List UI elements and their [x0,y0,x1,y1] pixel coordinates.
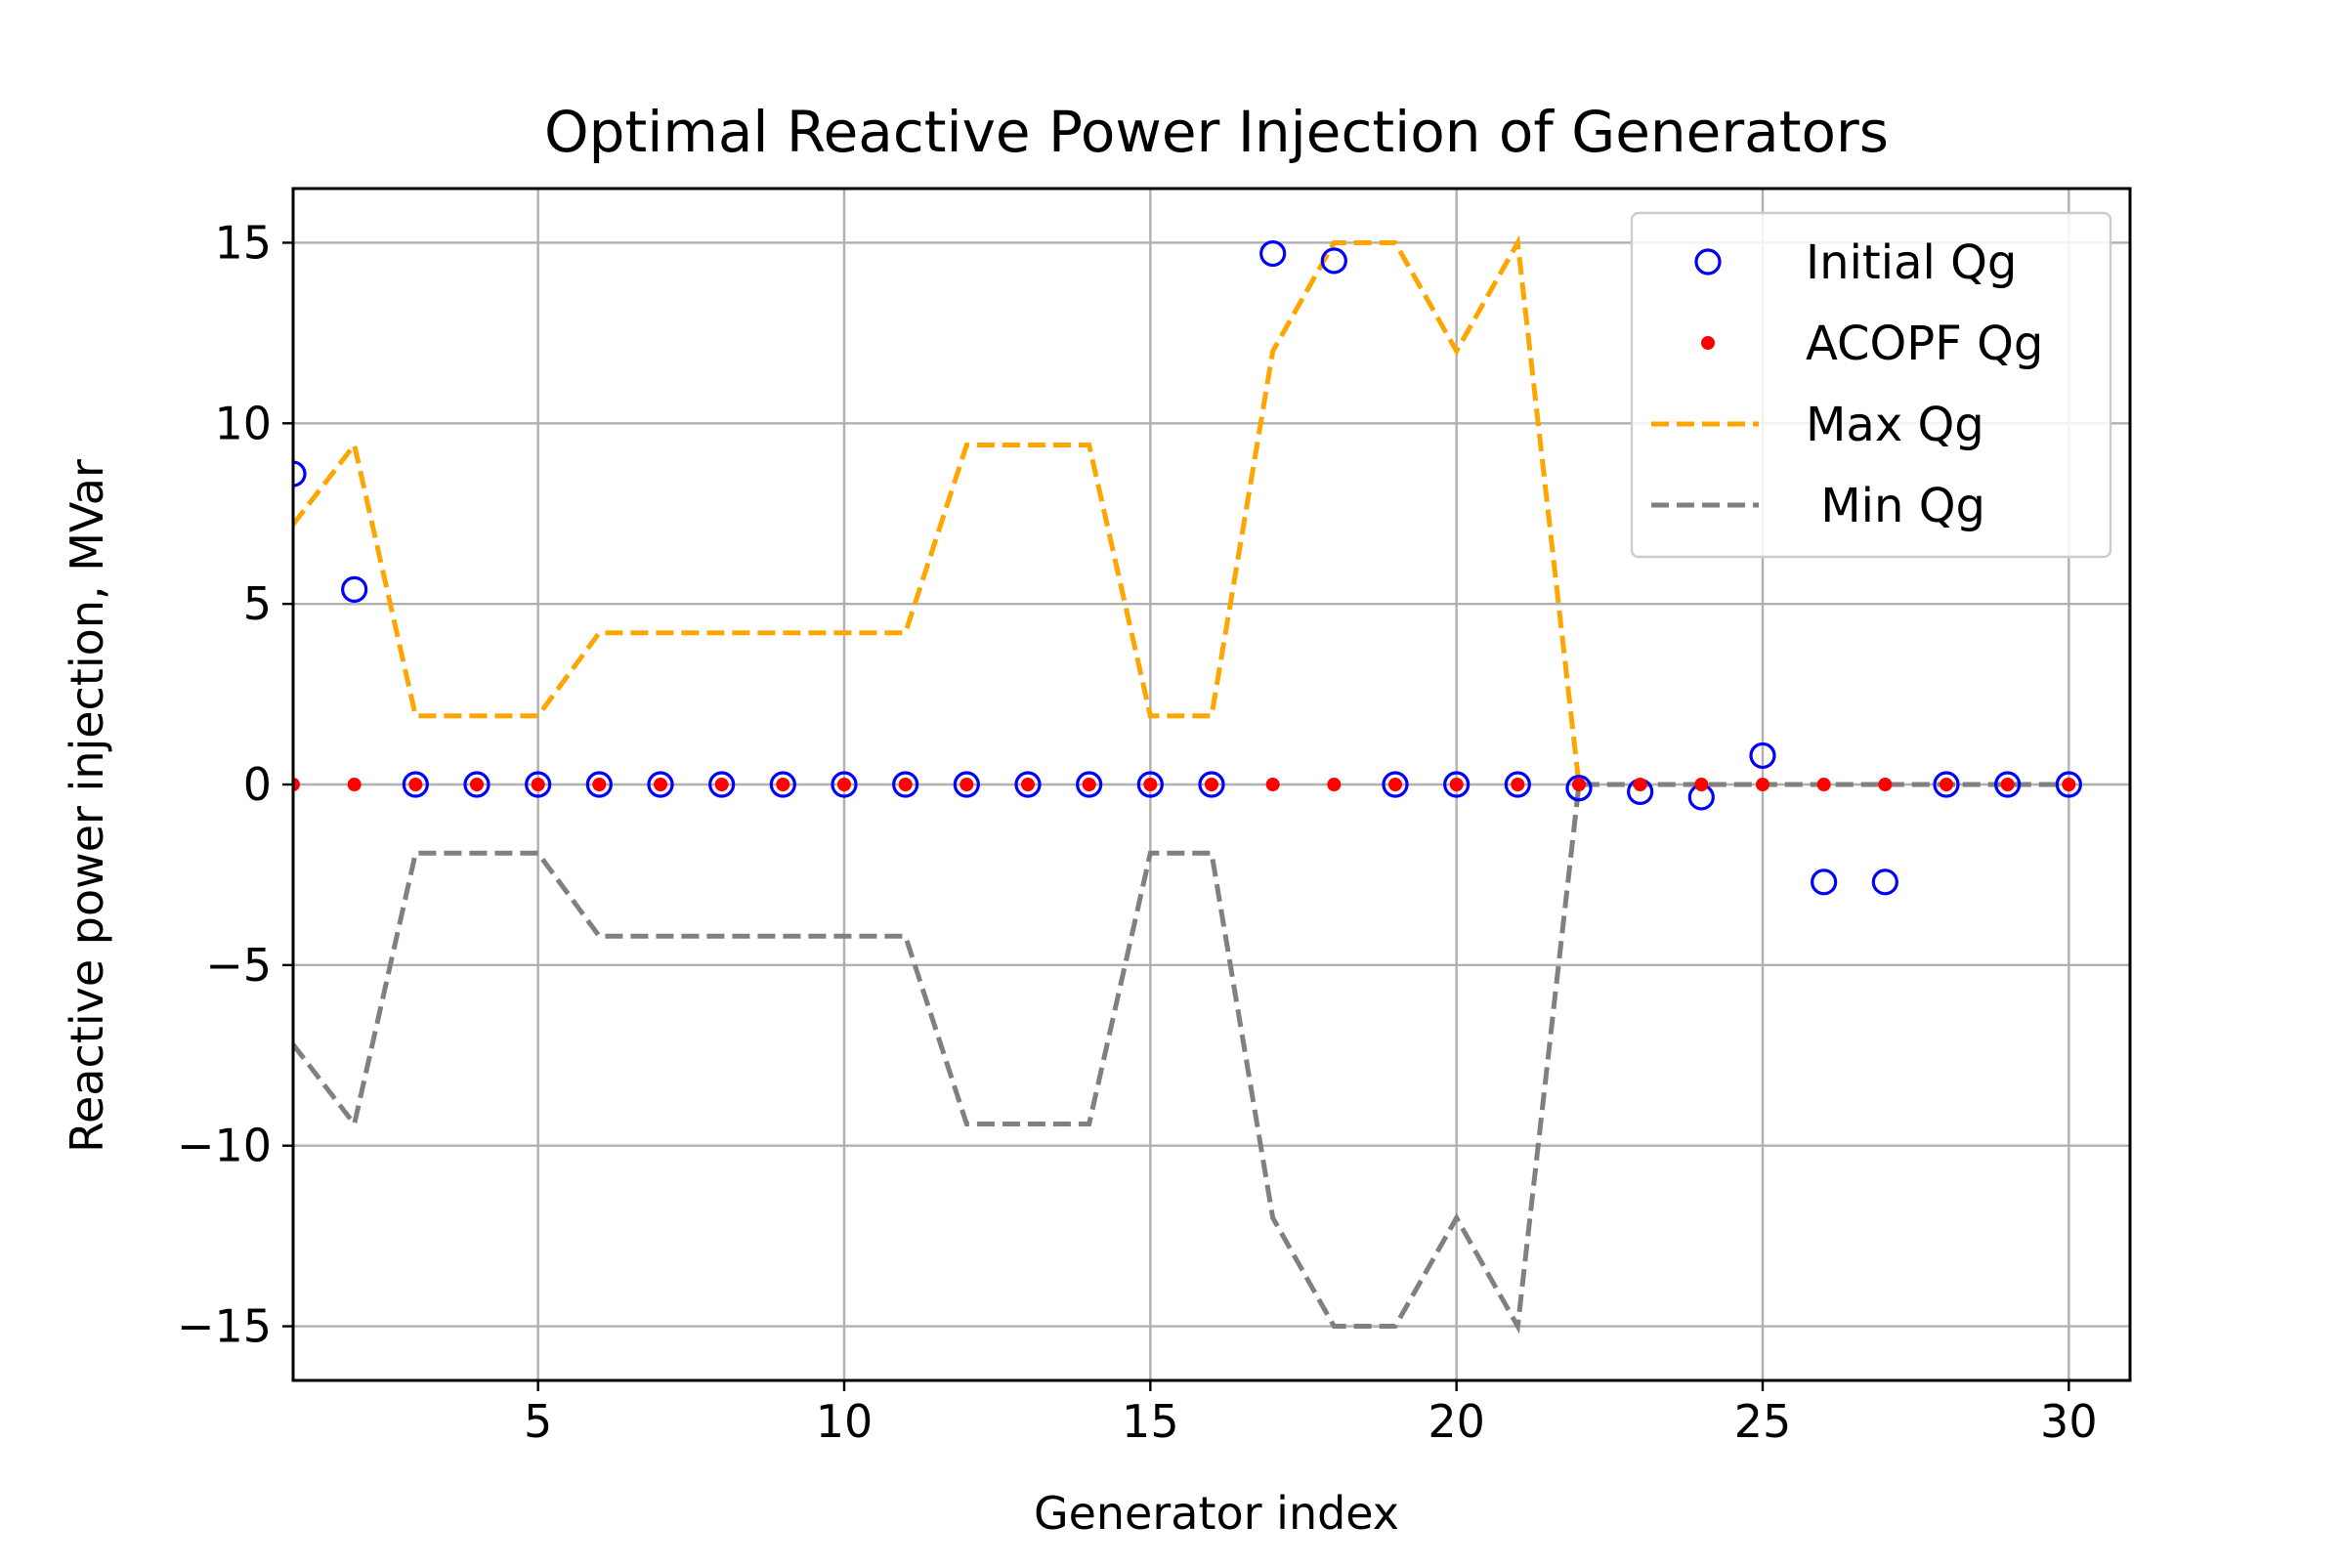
point-initial-qg [1014,771,1042,798]
point-acopf-qg [293,778,300,791]
x-tick-label: 10 [816,1395,874,1448]
point-acopf-qg [470,778,484,791]
point-acopf-qg [1082,778,1096,791]
y-tick-label: 5 [243,577,272,630]
point-acopf-qg [1816,778,1831,791]
point-acopf-qg [1940,778,1953,791]
x-tick-label: 15 [1122,1395,1179,1448]
point-initial-qg [1749,742,1776,770]
y-tick-label: −10 [177,1120,272,1172]
point-initial-qg [1382,771,1409,798]
point-initial-qg [1198,771,1225,798]
point-acopf-qg [1633,778,1647,791]
point-initial-qg [585,771,613,798]
point-acopf-qg [714,778,729,791]
point-initial-qg [831,771,858,798]
point-acopf-qg [776,778,790,791]
x-tick-label: 20 [1428,1395,1485,1448]
ticks: 5 10 15 20 25 30 −15 −10 −5 0 5 10 15 [177,216,2098,1448]
series-line-min-qg [293,782,2069,1335]
point-initial-qg [2055,771,2082,798]
point-acopf-qg [959,778,974,791]
point-initial-qg [341,575,368,603]
legend-label-acopf-qg: ACOPF Qg [1806,317,2043,371]
legend-box [1630,211,2112,559]
point-initial-qg [953,771,980,798]
y-tick-label: 15 [214,216,272,269]
point-acopf-qg [1694,778,1709,791]
x-tick-label: 30 [2040,1395,2098,1448]
point-acopf-qg [1756,778,1769,791]
point-initial-qg [1136,771,1164,798]
point-acopf-qg [654,778,667,791]
point-acopf-qg [1205,778,1218,791]
point-acopf-qg [408,778,423,791]
y-axis-label: Reactive power injection, MVar [61,459,113,1153]
point-acopf-qg [1449,778,1464,791]
point-acopf-qg [1265,778,1280,791]
point-acopf-qg [347,778,362,791]
point-initial-qg [1994,771,2022,798]
point-acopf-qg [1511,778,1525,791]
point-initial-qg [892,771,919,798]
x-tick-label: 25 [1734,1395,1792,1448]
legend-marker-initial-qg [1694,248,1722,275]
point-initial-qg [1871,869,1898,896]
x-tick-label: 5 [524,1395,552,1448]
point-acopf-qg [1143,778,1158,791]
y-tick-label: 10 [214,397,272,449]
legend-label-max-qg: Max Qg [1806,398,1984,452]
point-initial-qg [1933,771,1960,798]
point-initial-qg [769,771,796,798]
point-initial-qg [293,460,307,487]
point-acopf-qg [837,778,851,791]
point-acopf-qg [1878,778,1893,791]
legend: Initial Qg ACOPF Qg Max Qg Min Qg [1630,211,2112,559]
legend-label-initial-qg: Initial Qg [1806,235,2017,290]
x-axis-label: Generator index [1034,1487,1399,1540]
series-layer [293,234,2082,1335]
point-initial-qg [1076,771,1103,798]
point-initial-qg [708,771,736,798]
point-initial-qg [525,771,552,798]
point-acopf-qg [2000,778,2015,791]
y-tick-label: 0 [243,758,272,811]
point-initial-qg [402,771,429,798]
chart-title: Optimal Reactive Power Injection of Gene… [544,99,1889,165]
point-initial-qg [1443,771,1471,798]
point-initial-qg [463,771,490,798]
point-acopf-qg [1388,778,1402,791]
point-acopf-qg [531,778,545,791]
legend-marker-acopf-qg [1701,336,1715,350]
point-initial-qg [1259,239,1287,268]
point-initial-qg [647,771,674,798]
point-acopf-qg [2062,778,2076,791]
point-initial-qg [1504,771,1531,798]
point-initial-qg [1320,247,1347,275]
point-acopf-qg [1572,778,1586,791]
y-tick-label: −15 [177,1300,272,1353]
point-acopf-qg [1021,778,1035,791]
point-initial-qg [1811,869,1838,896]
y-tick-label: −5 [205,939,272,992]
point-acopf-qg [898,778,913,791]
point-initial-qg [1565,775,1593,802]
legend-label-min-qg: Min Qg [1806,479,1985,533]
point-acopf-qg [1327,778,1342,791]
point-acopf-qg [592,778,607,791]
